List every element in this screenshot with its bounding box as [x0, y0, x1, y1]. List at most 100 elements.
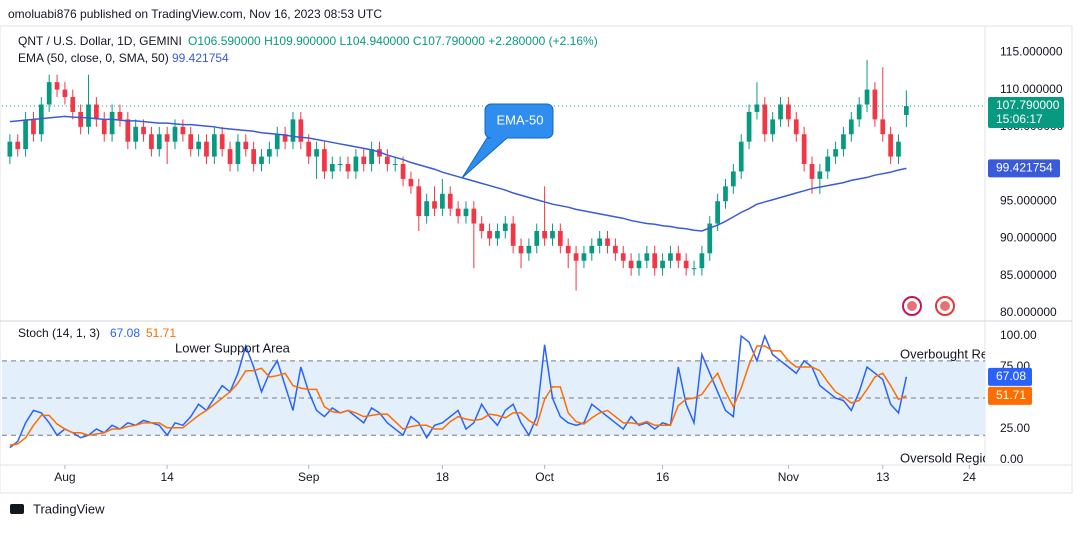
candle-body — [196, 141, 201, 150]
candle-body — [172, 126, 178, 142]
stoch-line — [9, 333, 908, 449]
candle-body — [770, 119, 776, 135]
candle-body — [518, 245, 524, 254]
candle-body — [125, 119, 131, 142]
x-tick-label: 18 — [436, 470, 450, 484]
candle-body — [801, 134, 807, 165]
candle-body — [31, 119, 36, 135]
candle-body — [267, 149, 272, 157]
y-tick-label: 100.00 — [1000, 328, 1037, 342]
candle-body — [565, 245, 571, 254]
annotation: Oversold Region — [900, 450, 997, 465]
candle-body — [424, 201, 430, 217]
candle-body — [219, 134, 225, 150]
candle-body — [70, 97, 76, 112]
candle-body — [15, 141, 21, 150]
candle-body — [636, 260, 642, 269]
candle-body — [613, 245, 618, 254]
y-tick-label: 25.00 — [1000, 421, 1030, 435]
stoch-pane: Lower Support Area Overbought Region Overs… — [2, 333, 997, 465]
candle-body — [243, 141, 249, 150]
candle-body — [707, 223, 713, 254]
candle-body — [23, 119, 28, 150]
candle-body — [337, 164, 343, 166]
candle-body — [589, 245, 595, 254]
candle-body — [361, 156, 367, 165]
candle-body — [793, 119, 799, 135]
published-note: omoluabi876 published on TradingView.com… — [8, 7, 382, 21]
candle-body — [880, 119, 886, 135]
callout-shape — [461, 103, 554, 179]
frame — [0, 25, 1073, 494]
candle-body — [487, 230, 492, 239]
candle-body — [384, 156, 390, 165]
candle-body — [864, 89, 870, 105]
candle-body — [683, 260, 689, 269]
candle-body — [550, 230, 555, 239]
candle-body — [888, 134, 893, 157]
candle-body — [455, 208, 461, 217]
candle-body — [274, 134, 280, 150]
ema-line — [9, 115, 907, 232]
stoch-value-label: 51.71 — [996, 388, 1026, 402]
stoch-legend: Stoch (14, 1, 3) — [18, 326, 100, 340]
candle-body — [298, 119, 304, 142]
candle-body — [432, 201, 437, 209]
candle-body — [329, 164, 335, 172]
stoch-value-box — [988, 367, 1032, 386]
price-pane — [2, 59, 985, 291]
candle-body — [715, 201, 720, 224]
stoch-line — [9, 345, 907, 446]
candle-body — [235, 141, 241, 165]
candle-body — [502, 223, 508, 231]
axes: 80.00000085.00000090.00000095.000000105.… — [54, 45, 1064, 484]
ema-value-label: 99.421754 — [996, 161, 1053, 175]
y-tick-label: 90.000000 — [1000, 231, 1057, 245]
brand-name: TradingView — [33, 501, 105, 516]
candle-body — [62, 89, 68, 98]
candle-body — [156, 134, 162, 150]
x-tick-label: 14 — [160, 470, 174, 484]
candle-body — [809, 164, 815, 179]
last-price-label: 107.790000 — [996, 98, 1060, 112]
candle-body — [290, 119, 296, 142]
stoch-k-legend: 67.08 — [110, 326, 140, 340]
candle-body — [848, 119, 854, 135]
candle-body — [620, 253, 626, 261]
candle-body — [94, 104, 99, 120]
candle-body — [46, 82, 52, 105]
y-tick-label: 95.000000 — [1000, 193, 1057, 207]
ema-legend: EMA (50, close, 0, SMA, 50) — [18, 51, 169, 65]
candle-body — [204, 141, 209, 157]
candle-body — [896, 141, 901, 157]
x-tick-label: Sep — [298, 470, 320, 484]
candle-body — [408, 178, 414, 187]
candle-body — [149, 134, 154, 150]
candle-body — [86, 104, 91, 127]
annotation: Lower Support Area — [175, 340, 291, 355]
candle-body — [723, 186, 728, 202]
candle-body — [904, 106, 909, 115]
candle-body — [660, 260, 665, 269]
candle-body — [463, 208, 469, 217]
candle-body — [644, 253, 650, 261]
candle-body — [353, 156, 359, 172]
ema-legend-value: 99.421754 — [172, 51, 229, 65]
callout-text: EMA-50 — [497, 112, 544, 127]
candle-body — [581, 253, 587, 261]
candle-body — [691, 268, 697, 270]
candle-body — [597, 238, 603, 246]
y-tick-label: 0.00 — [1000, 452, 1024, 466]
candle-body — [369, 149, 374, 165]
candle-body — [54, 82, 60, 90]
flag-icon-inner — [940, 301, 950, 311]
x-tick-label: Oct — [535, 470, 554, 484]
candle-body — [322, 149, 327, 172]
ema-callout: EMA-50 — [461, 103, 554, 179]
candle-body — [117, 111, 123, 120]
stoch-d-legend: 51.71 — [146, 326, 176, 340]
candle-body — [164, 134, 170, 142]
y-tick-label: 85.000000 — [1000, 268, 1057, 282]
candle-body — [447, 193, 453, 209]
y-tick-label: 80.000000 — [1000, 305, 1057, 319]
